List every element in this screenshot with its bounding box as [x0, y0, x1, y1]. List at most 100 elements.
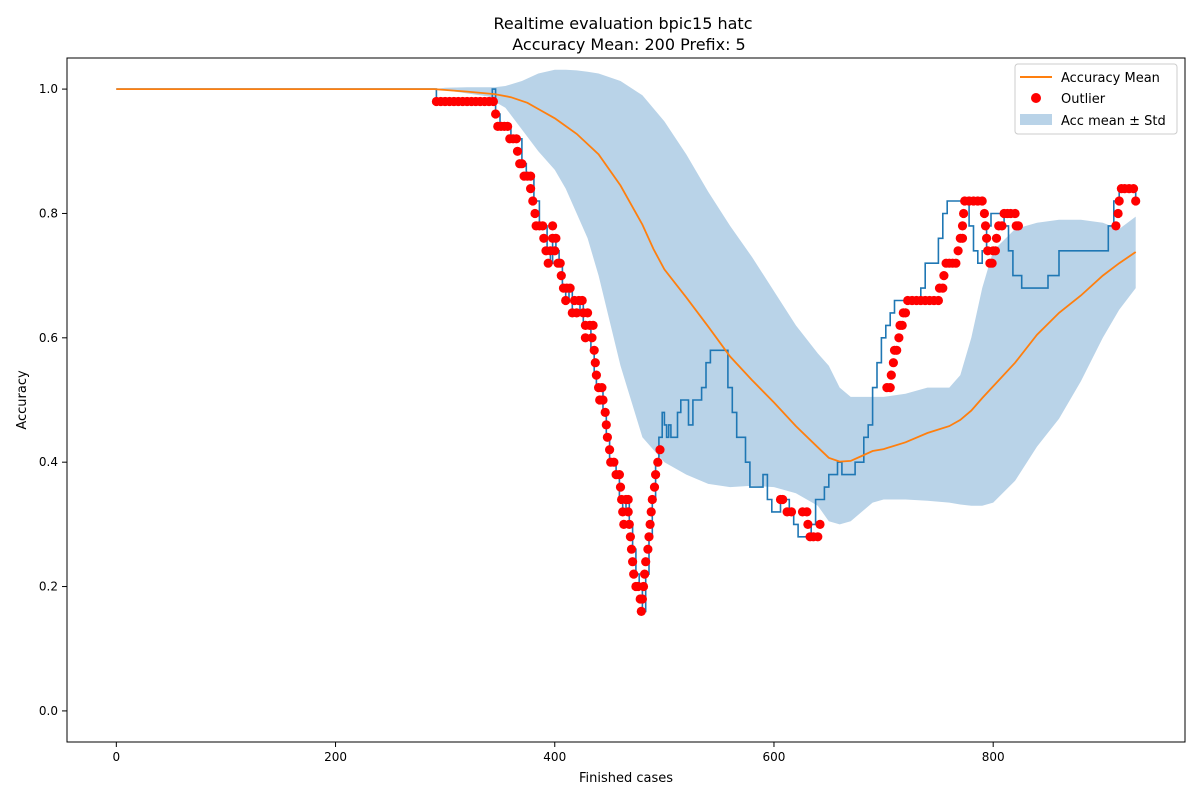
- x-axis: 0 200 400 600 800: [113, 742, 1005, 764]
- outlier-point: [1111, 221, 1121, 231]
- outlier-point: [615, 482, 626, 492]
- outlier-point: [551, 233, 561, 243]
- outlier-point: [517, 159, 527, 169]
- outlier-point: [591, 370, 602, 380]
- outlier-point: [892, 345, 902, 355]
- outlier-point: [646, 507, 656, 517]
- outlier-point: [644, 532, 654, 542]
- outlier-point: [803, 519, 813, 530]
- outlier-point: [1113, 208, 1123, 219]
- y-axis: 0.0 0.2 0.4 0.6 0.8 1.0: [39, 82, 67, 718]
- outlier-point: [511, 134, 521, 144]
- outlier-point: [539, 233, 549, 243]
- outlier-point: [543, 258, 553, 268]
- chart-subtitle: Accuracy Mean: 200 Prefix: 5: [512, 35, 745, 54]
- outlier-point: [982, 233, 992, 243]
- outlier-point: [977, 196, 987, 206]
- y-tick-label: 0.6: [39, 331, 58, 345]
- outlier-point: [587, 333, 597, 343]
- outlier-point: [651, 470, 661, 480]
- outlier-point: [649, 482, 660, 492]
- y-tick-label: 1.0: [39, 82, 58, 96]
- outlier-point: [813, 532, 823, 542]
- outlier-point: [953, 246, 963, 256]
- outlier-point: [626, 544, 637, 554]
- outlier-point: [580, 333, 591, 343]
- outlier-point: [1128, 184, 1139, 194]
- legend-outlier-swatch: [1031, 93, 1041, 103]
- mean-line-layer: [116, 88, 1137, 463]
- outlier-point: [512, 146, 523, 156]
- x-tick-label: 0: [113, 750, 121, 764]
- outlier-point: [641, 557, 651, 567]
- outlier-point: [802, 507, 812, 517]
- outlier-point: [939, 271, 949, 281]
- outlier-point: [894, 333, 904, 343]
- outlier-point: [623, 507, 633, 517]
- outlier-point: [897, 320, 907, 330]
- legend-mean-label: Accuracy Mean: [1061, 71, 1160, 86]
- outlier-point: [601, 420, 611, 430]
- outlier-point: [577, 295, 587, 306]
- outlier-point: [900, 308, 911, 318]
- outlier-point: [503, 121, 513, 131]
- legend: Accuracy Mean Outlier Acc mean ± Std: [1014, 63, 1178, 135]
- outlier-point: [528, 196, 538, 206]
- outlier-point: [555, 258, 565, 268]
- outlier-point: [786, 507, 797, 517]
- x-tick-label: 600: [763, 750, 786, 764]
- x-axis-label: Finished cases: [579, 771, 673, 786]
- outlier-point: [488, 96, 498, 107]
- accuracy-mean-line: [116, 88, 1137, 463]
- x-tick-label: 400: [543, 750, 566, 764]
- outlier-point: [589, 345, 599, 355]
- outlier-point: [623, 494, 633, 505]
- outlier-point: [605, 445, 615, 455]
- outlier-point: [530, 208, 540, 219]
- outlier-point: [979, 208, 990, 219]
- outlier-point: [990, 246, 1001, 256]
- std-band-layer: [434, 69, 1136, 525]
- outlier-point: [645, 519, 655, 530]
- outlier-point: [987, 258, 997, 268]
- outlier-point: [548, 221, 558, 231]
- outlier-point: [957, 221, 968, 231]
- outlier-point: [614, 470, 625, 480]
- outlier-point: [600, 407, 610, 417]
- chart-title: Realtime evaluation bpic15 hatc: [494, 14, 753, 33]
- outlier-point: [991, 233, 1002, 243]
- outlier-point: [491, 109, 501, 119]
- legend-band-label: Acc mean ± Std: [1061, 114, 1166, 129]
- outlier-point: [653, 457, 663, 467]
- outlier-point: [1010, 208, 1020, 219]
- outlier-point: [629, 569, 639, 579]
- outlier-point: [997, 221, 1007, 231]
- y-tick-label: 0.8: [39, 206, 58, 220]
- outlier-point: [583, 308, 593, 318]
- outlier-point: [625, 532, 636, 542]
- outlier-point: [778, 494, 788, 505]
- outlier-point: [643, 544, 653, 554]
- outlier-point: [815, 519, 825, 530]
- outlier-point: [588, 320, 598, 330]
- x-tick-label: 800: [982, 750, 1005, 764]
- outlier-point: [885, 383, 895, 393]
- outlier-point: [636, 606, 646, 617]
- outlier-point: [655, 445, 665, 455]
- y-tick-label: 0.0: [39, 704, 58, 718]
- x-tick-label: 200: [324, 750, 347, 764]
- outlier-point: [590, 358, 600, 368]
- outlier-point: [526, 171, 536, 181]
- outlier-point: [933, 295, 944, 306]
- legend-outlier-label: Outlier: [1061, 92, 1106, 107]
- outlier-point: [1013, 221, 1024, 231]
- outlier-point: [980, 221, 991, 231]
- plot-frame: [66, 57, 1186, 743]
- outlier-point: [561, 295, 571, 306]
- outlier-layer: [431, 96, 1141, 617]
- outlier-point: [1114, 196, 1124, 206]
- outlier-point: [647, 494, 657, 505]
- outlier-point: [598, 395, 608, 405]
- outlier-point: [959, 208, 969, 219]
